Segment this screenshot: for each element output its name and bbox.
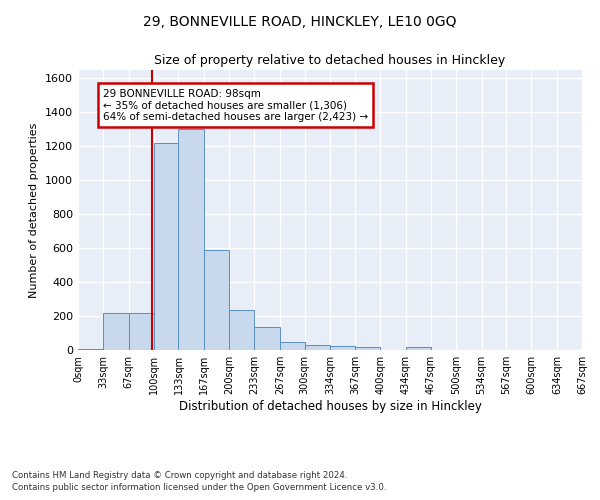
X-axis label: Distribution of detached houses by size in Hinckley: Distribution of detached houses by size …	[179, 400, 481, 413]
Bar	[305, 345, 331, 350]
Y-axis label: Number of detached properties: Number of detached properties	[29, 122, 40, 298]
Bar	[355, 348, 380, 350]
Text: 29 BONNEVILLE ROAD: 98sqm
← 35% of detached houses are smaller (1,306)
64% of se: 29 BONNEVILLE ROAD: 98sqm ← 35% of detac…	[103, 88, 368, 122]
Text: Contains public sector information licensed under the Open Government Licence v3: Contains public sector information licen…	[12, 484, 386, 492]
Bar	[406, 348, 431, 350]
Bar	[229, 310, 254, 350]
Text: 29, BONNEVILLE ROAD, HINCKLEY, LE10 0GQ: 29, BONNEVILLE ROAD, HINCKLEY, LE10 0GQ	[143, 15, 457, 29]
Title: Size of property relative to detached houses in Hinckley: Size of property relative to detached ho…	[154, 54, 506, 68]
Bar	[78, 349, 103, 350]
Bar	[103, 312, 128, 350]
Bar	[331, 346, 355, 350]
Bar	[178, 130, 204, 350]
Bar	[154, 143, 178, 350]
Bar	[128, 312, 154, 350]
Text: Contains HM Land Registry data © Crown copyright and database right 2024.: Contains HM Land Registry data © Crown c…	[12, 471, 347, 480]
Bar	[280, 342, 305, 350]
Bar	[204, 250, 229, 350]
Bar	[254, 327, 280, 350]
